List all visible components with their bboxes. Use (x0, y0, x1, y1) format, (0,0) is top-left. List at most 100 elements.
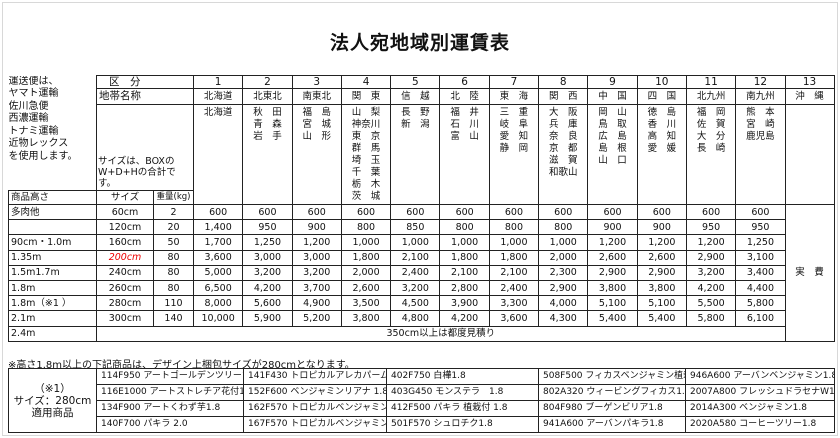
table-row: 1.8m（※1 ） 280cm 110 8,000 5,600 4,900 3,500 4,5… (8, 295, 835, 312)
carrier-note: 運送便は、 ヤマト運輸 佐川急便 西濃運輸 トナミ運輸 近物レックス を使用しま… (8, 75, 78, 162)
fee-cell: 1,800 (340, 249, 392, 266)
fee-cell: 800 (488, 219, 540, 236)
product-cell: 140F700 パキラ 2.0 (96, 416, 244, 433)
fee-cell: 4,200 (439, 310, 490, 327)
fee-cell: 2,900 (587, 264, 638, 281)
applicable-products-table: （※1） サイズ：280cm 適用商品 114F950 アートゴールデンツリー1.… (8, 368, 835, 433)
fee-cell: 1,800 (488, 249, 540, 266)
fee-cell: 5,500 (685, 295, 737, 312)
zone-prefectures: 岡 山 鳥 取 広 島 島 根 山 口 (587, 104, 638, 205)
fee-cell: 800 (439, 219, 490, 236)
fee-cell: 1,200 (291, 234, 342, 251)
product-cell: 134F900 アートくわず芋1.8 (96, 400, 244, 417)
zone-name: 南東北 (291, 88, 342, 105)
weight-cell: 80 (153, 264, 194, 281)
fee-cell: 3,600 (192, 249, 244, 266)
zone-number: 6 (439, 75, 490, 89)
size-cell: 260cm (96, 279, 154, 297)
product-cell: 2020A580 コーヒーツリー1.8 (685, 416, 835, 433)
fee-cell: 2,400 (390, 264, 441, 281)
zone-name: 四 国 (636, 88, 687, 105)
fee-cell: 600 (192, 203, 244, 221)
product-cell: 167F570 トロピカルベンジャミン斑入り 1.8 (243, 416, 387, 433)
fee-cell: 2,100 (439, 264, 490, 281)
fee-cell: 600 (291, 203, 342, 221)
fee-cell: 5,100 (587, 295, 638, 312)
product-cell: 802A320 ウィービングフィカス1.8 (538, 384, 686, 401)
fee-cell: 3,200 (390, 279, 441, 297)
zone-name: 北海道 (192, 88, 244, 105)
fee-cell: 2,900 (636, 264, 687, 281)
zone-prefectures (784, 104, 835, 205)
fee-cell: 5,600 (242, 295, 293, 312)
fee-cell: 3,300 (488, 295, 540, 312)
zone-number: 13 (784, 75, 835, 89)
fee-cell: 3,600 (488, 310, 540, 327)
fee-cell: 4,800 (390, 310, 441, 327)
fee-cell: 600 (685, 203, 737, 221)
size-cell: 200cm (96, 249, 154, 266)
product-cell: 2014A300 ベンジャミン1.8 (685, 400, 835, 417)
weight-cell: 2 (153, 203, 194, 221)
fee-cell: 3,000 (242, 249, 293, 266)
fee-cell: 1,000 (340, 234, 392, 251)
fee-cell: 3,200 (242, 264, 293, 281)
zone-name: 北九州 (685, 88, 737, 105)
fee-cell: 4,000 (538, 295, 589, 312)
fee-cell: 3,800 (587, 279, 638, 297)
fee-cell: 900 (587, 219, 638, 236)
fee-cell: 3,200 (685, 264, 737, 281)
table-row: 2.4m 350cm以上は都度見積り (8, 325, 835, 342)
fee-cell: 2,600 (340, 279, 392, 297)
fee-cell: 2,400 (488, 279, 540, 297)
height-cell: 1.35m (8, 249, 97, 266)
fee-cell: 2,900 (685, 249, 737, 266)
zone-number: 3 (291, 75, 342, 89)
product-cell: 402F750 白樺1.8 (386, 368, 539, 385)
fee-cell: 2,800 (439, 279, 490, 297)
fee-cell: 3,100 (735, 249, 786, 266)
product-cell: 114F950 アートゴールデンツリー1.8 (96, 368, 244, 385)
table-row: 90cm・1.0m 160cm 50 1,700 1,250 1,200 1,000 1,00… (8, 234, 835, 251)
product-cell: 501F570 シュロチク1.8 (386, 416, 539, 433)
fee-cell: 5,100 (636, 295, 687, 312)
product-cell: 2007A800 フレッシュドラセナW1.8 (685, 384, 835, 401)
fee-cell: 2,600 (636, 249, 687, 266)
height-cell: 1.8m（※1 ） (8, 295, 97, 312)
fee-cell: 1,700 (192, 234, 244, 251)
fee-cell: 4,500 (390, 295, 441, 312)
applicable-label: （※1） サイズ：280cm 適用商品 (8, 368, 97, 433)
height-cell (8, 219, 97, 236)
zone-number: 7 (488, 75, 540, 89)
zone-name: 南九州 (735, 88, 786, 105)
page-title: 法人宛地域別運賃表 (329, 32, 510, 54)
size-note: サイズは、BOXの W+D+Hの合計です。 (96, 104, 194, 191)
zone-name: 北 陸 (439, 88, 490, 105)
fee-cell: 1,000 (390, 234, 441, 251)
fee-cell: 5,400 (587, 310, 638, 327)
size-cell: 280cm (96, 295, 154, 312)
zone-name-header: 地帯名称 (96, 88, 194, 105)
fee-cell: 850 (390, 219, 441, 236)
zone-prefectures: 福 島 宮 城 山 形 (291, 104, 342, 205)
fee-cell: 3,700 (291, 279, 342, 297)
product-row: 116E1000 アートストレチア花付1.8 152F600 ベンジャミンリアナ … (9, 384, 835, 401)
height-cell: 2.1m (8, 310, 97, 327)
fee-cell: 900 (636, 219, 687, 236)
zone-number: 2 (242, 75, 293, 89)
fee-cell: 600 (735, 203, 786, 221)
fee-cell: 5,400 (636, 310, 687, 327)
fee-cell: 4,900 (291, 295, 342, 312)
fee-cell: 3,800 (636, 279, 687, 297)
zone-number: 8 (538, 75, 589, 89)
fee-cell: 2,100 (488, 264, 540, 281)
fee-cell: 2,900 (538, 279, 589, 297)
fee-cell: 600 (242, 203, 293, 221)
fee-cell: 3,000 (291, 249, 342, 266)
weight-cell: 80 (153, 249, 194, 266)
zone-number: 5 (390, 75, 441, 89)
product-cell: 403G450 モンステラ 1.8 (386, 384, 539, 401)
product-cell: 152F600 ベンジャミンリアナ 1.8 (243, 384, 387, 401)
